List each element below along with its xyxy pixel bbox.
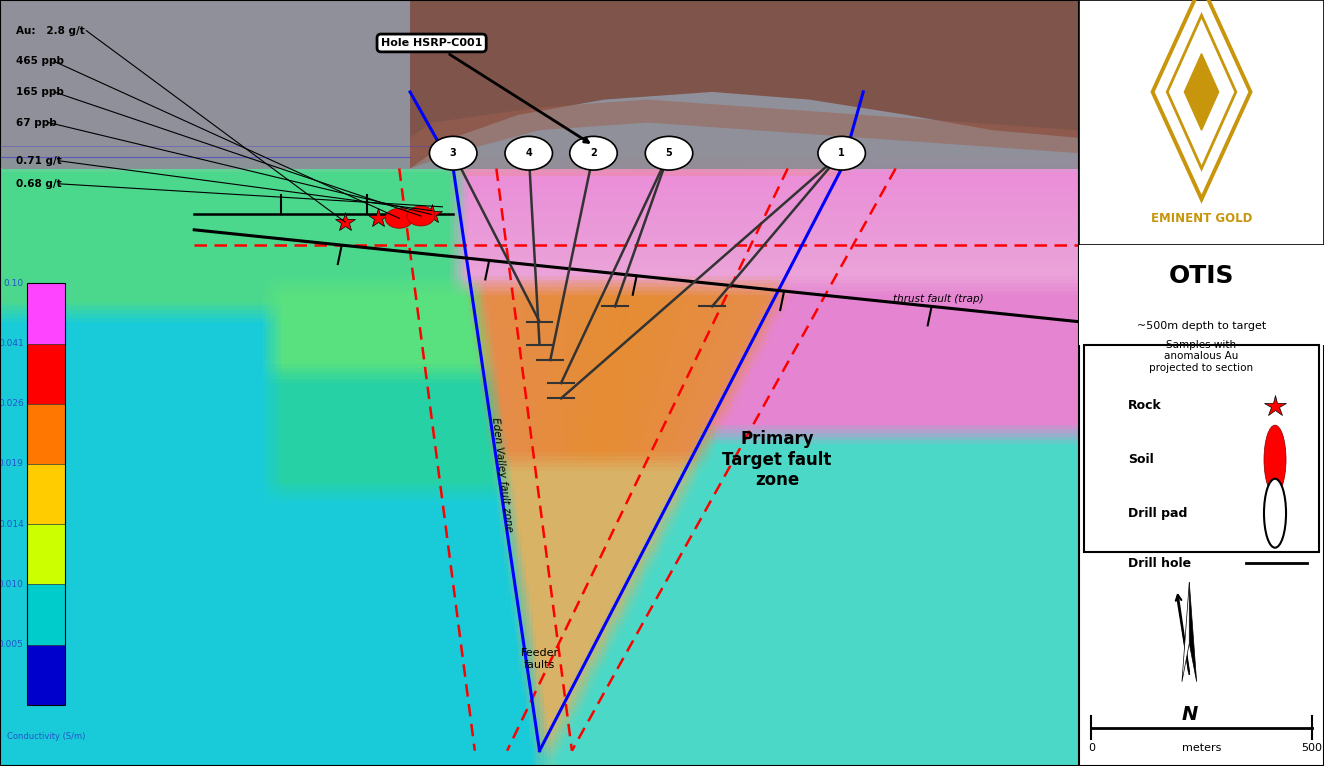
Text: 0.10: 0.10 (4, 279, 24, 288)
Circle shape (1264, 479, 1286, 548)
Text: N: N (1181, 705, 1197, 724)
Circle shape (406, 206, 434, 226)
Text: Conductivity (S/m): Conductivity (S/m) (7, 732, 85, 741)
Text: 1: 1 (838, 148, 845, 159)
Text: 3: 3 (450, 148, 457, 159)
Text: Drill hole: Drill hole (1128, 557, 1192, 569)
Text: Eden Valley fault zone: Eden Valley fault zone (490, 417, 514, 533)
Text: 67 ppb: 67 ppb (16, 117, 57, 128)
Bar (1084, 345, 1319, 552)
Text: 0.005: 0.005 (0, 640, 24, 649)
Text: 165 ppb: 165 ppb (16, 87, 64, 97)
Text: 465 ppb: 465 ppb (16, 56, 64, 67)
Text: OTIS: OTIS (1169, 264, 1234, 288)
Text: meters: meters (1182, 743, 1221, 753)
Text: Primary
Target fault
zone: Primary Target fault zone (722, 430, 831, 489)
Polygon shape (1182, 582, 1189, 682)
Text: 0.68 g/t: 0.68 g/t (16, 178, 62, 189)
Polygon shape (0, 0, 1079, 169)
Circle shape (385, 208, 413, 228)
Text: Soil: Soil (1128, 453, 1153, 466)
Circle shape (1264, 425, 1286, 494)
Text: thrust fault (trap): thrust fault (trap) (894, 293, 984, 304)
Text: 2: 2 (591, 148, 597, 159)
Bar (26, 344, 65, 404)
Polygon shape (1189, 582, 1197, 682)
Bar (1079, 0, 1324, 245)
Text: 0.014: 0.014 (0, 519, 24, 529)
Bar (26, 584, 65, 644)
Bar (26, 464, 65, 524)
Text: Hole HSRP-C001: Hole HSRP-C001 (381, 38, 588, 142)
Polygon shape (410, 100, 1079, 169)
Text: 5: 5 (666, 148, 673, 159)
Text: Feeder
faults: Feeder faults (520, 648, 559, 669)
Bar (26, 404, 65, 464)
Polygon shape (410, 0, 1079, 169)
Text: Drill pad: Drill pad (1128, 507, 1188, 519)
Bar (26, 644, 65, 705)
Text: 0.041: 0.041 (0, 339, 24, 348)
Circle shape (818, 136, 866, 170)
Text: 500: 500 (1301, 743, 1323, 753)
Bar (1079, 245, 1324, 345)
Circle shape (429, 136, 477, 170)
Text: 0.71 g/t: 0.71 g/t (16, 155, 62, 166)
Text: 0: 0 (1088, 743, 1095, 753)
Text: EMINENT GOLD: EMINENT GOLD (1151, 212, 1253, 224)
Text: Au:   2.8 g/t: Au: 2.8 g/t (16, 25, 85, 36)
Circle shape (504, 136, 552, 170)
Circle shape (645, 136, 692, 170)
Text: ~500m depth to target: ~500m depth to target (1137, 320, 1266, 331)
Text: Samples with
anomalous Au
projected to section: Samples with anomalous Au projected to s… (1149, 339, 1254, 373)
Text: 0.019: 0.019 (0, 460, 24, 469)
Bar (26, 283, 65, 705)
Text: 4: 4 (526, 148, 532, 159)
Text: 0.026: 0.026 (0, 399, 24, 408)
Text: 0.010: 0.010 (0, 580, 24, 589)
Text: Rock: Rock (1128, 400, 1161, 412)
Bar (26, 283, 65, 344)
Bar (26, 524, 65, 584)
Circle shape (569, 136, 617, 170)
Polygon shape (1185, 54, 1218, 130)
